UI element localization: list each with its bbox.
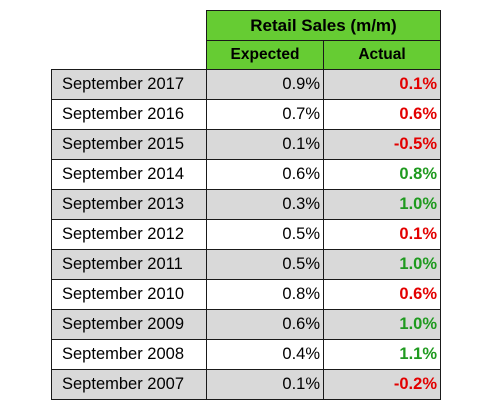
table-row: September 2017 0.9% 0.1%: [51, 69, 441, 100]
actual-value-cell: 1.0%: [323, 309, 441, 340]
table-row: September 2012 0.5% 0.1%: [51, 219, 441, 250]
row-date-cell: September 2013: [51, 189, 207, 220]
empty-corner-cell: [52, 11, 207, 41]
column-header-expected: Expected: [206, 40, 324, 70]
actual-value-cell: 0.1%: [323, 219, 441, 250]
row-date-cell: September 2015: [51, 129, 207, 160]
table-row: September 2010 0.8% 0.6%: [51, 279, 441, 310]
actual-value-cell: -0.5%: [323, 129, 441, 160]
table-body: September 2017 0.9% 0.1% September 2016 0.7%…: [51, 69, 441, 400]
expected-value-cell: 0.5%: [206, 249, 324, 280]
table-row: September 2009 0.6% 1.0%: [51, 309, 441, 340]
expected-value-cell: 0.1%: [206, 129, 324, 160]
table-row: September 2013 0.3% 1.0%: [51, 189, 441, 220]
retail-sales-table: Retail Sales (m/m) Expected Actual Septe…: [51, 10, 441, 400]
actual-value-cell: 1.0%: [323, 189, 441, 220]
expected-value-cell: 0.3%: [206, 189, 324, 220]
row-date-cell: September 2011: [51, 249, 207, 280]
expected-value-cell: 0.8%: [206, 279, 324, 310]
table-row: September 2016 0.7% 0.6%: [51, 99, 441, 130]
row-date-cell: September 2009: [51, 309, 207, 340]
actual-value-cell: 0.1%: [323, 69, 441, 100]
row-date-cell: September 2016: [51, 99, 207, 130]
expected-value-cell: 0.4%: [206, 339, 324, 370]
row-date-cell: September 2017: [51, 69, 207, 100]
table-row: September 2015 0.1% -0.5%: [51, 129, 441, 160]
row-date-cell: September 2012: [51, 219, 207, 250]
actual-value-cell: -0.2%: [323, 369, 441, 400]
table-row: September 2007 0.1% -0.2%: [51, 369, 441, 400]
table-row: September 2008 0.4% 1.1%: [51, 339, 441, 370]
table-row: September 2014 0.6% 0.8%: [51, 159, 441, 190]
expected-value-cell: 0.5%: [206, 219, 324, 250]
row-date-cell: September 2007: [51, 369, 207, 400]
table-row: September 2011 0.5% 1.0%: [51, 249, 441, 280]
row-date-cell: September 2008: [51, 339, 207, 370]
table-title: Retail Sales (m/m): [206, 10, 441, 41]
expected-value-cell: 0.7%: [206, 99, 324, 130]
row-date-cell: September 2010: [51, 279, 207, 310]
column-header-actual: Actual: [323, 40, 441, 70]
expected-value-cell: 0.9%: [206, 69, 324, 100]
empty-corner-cell: [52, 41, 207, 70]
actual-value-cell: 1.1%: [323, 339, 441, 370]
actual-value-cell: 0.6%: [323, 279, 441, 310]
expected-value-cell: 0.6%: [206, 159, 324, 190]
actual-value-cell: 1.0%: [323, 249, 441, 280]
expected-value-cell: 0.1%: [206, 369, 324, 400]
row-date-cell: September 2014: [51, 159, 207, 190]
actual-value-cell: 0.8%: [323, 159, 441, 190]
actual-value-cell: 0.6%: [323, 99, 441, 130]
expected-value-cell: 0.6%: [206, 309, 324, 340]
